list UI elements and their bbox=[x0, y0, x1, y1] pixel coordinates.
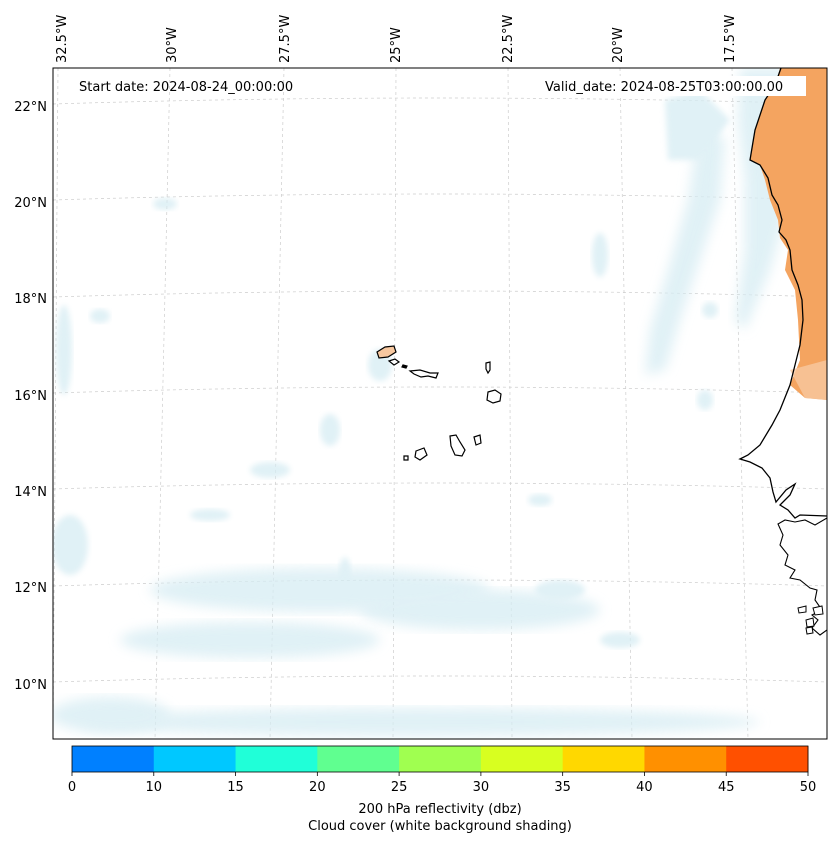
cloud-patch bbox=[250, 462, 290, 478]
island-santiago bbox=[449, 434, 466, 457]
colorbar-title-line1: 200 hPa reflectivity (dbz) bbox=[358, 802, 521, 817]
colorbar-segment bbox=[317, 746, 400, 772]
cloud-band-bottom bbox=[80, 708, 760, 736]
lon-label: 30°W bbox=[165, 27, 180, 63]
colorbar-tick-label: 0 bbox=[68, 780, 76, 795]
lon-label: 17.5°W bbox=[723, 15, 738, 63]
west-africa-coastline bbox=[738, 68, 827, 519]
cloud-patch bbox=[592, 233, 608, 277]
cloud-patch bbox=[53, 515, 88, 575]
cloud-patch bbox=[535, 580, 585, 600]
valid-date-label: Valid_date: 2024-08-25T03:00:00.00 bbox=[545, 80, 783, 95]
cloud-band-bottom-left bbox=[53, 697, 170, 733]
lat-label: 20°N bbox=[14, 196, 47, 211]
colorbar-segment bbox=[726, 746, 809, 772]
meridian-line bbox=[154, 68, 171, 739]
island bbox=[805, 626, 814, 635]
colorbar: 0 10 15 20 25 30 35 40 45 50 200 hPa reflectivity… bbox=[68, 745, 816, 834]
lat-label: 18°N bbox=[14, 292, 47, 307]
cloud-streak-ne bbox=[665, 90, 730, 160]
lat-label: 22°N bbox=[14, 100, 47, 115]
meridian-line bbox=[731, 68, 749, 739]
cloud-patch bbox=[153, 198, 177, 210]
colorbar-tick-label: 25 bbox=[391, 780, 408, 795]
colorbar-frame bbox=[71, 745, 809, 773]
map-frame bbox=[52, 67, 828, 740]
lon-label: 22.5°W bbox=[501, 15, 516, 63]
parallel-line bbox=[53, 675, 827, 683]
cloud-patch bbox=[190, 509, 230, 521]
lon-label: 27.5°W bbox=[278, 15, 293, 63]
island-santa-luzia bbox=[401, 364, 408, 369]
start-date-label: Start date: 2024-08-24_00:00:00 bbox=[79, 80, 293, 95]
lat-label: 16°N bbox=[14, 389, 47, 404]
cloud-patch bbox=[528, 494, 552, 506]
colorbar-segment bbox=[480, 746, 564, 772]
lon-label: 20°W bbox=[611, 27, 626, 63]
cloud-patch bbox=[56, 305, 72, 395]
meridian-line bbox=[53, 68, 59, 739]
colorbar-segment bbox=[562, 746, 645, 772]
cloud-patch bbox=[339, 557, 351, 593]
colorbar-title-line2: Cloud cover (white background shading) bbox=[308, 819, 572, 834]
lat-label: 10°N bbox=[14, 678, 47, 693]
colorbar-tick-label: 20 bbox=[309, 780, 326, 795]
parallel-line bbox=[53, 97, 827, 105]
longitude-labels: 32.5°W 30°W 27.5°W 25°W 22.5°W 20°W 17.5… bbox=[55, 15, 738, 63]
cloud-patch bbox=[697, 390, 713, 410]
island-brava bbox=[403, 455, 409, 461]
colorbar-segment bbox=[644, 746, 727, 772]
island-sao-nicolau bbox=[408, 369, 439, 379]
island-santo-antao bbox=[376, 345, 397, 359]
parallel-line bbox=[53, 193, 827, 201]
lon-label: 25°W bbox=[389, 27, 404, 63]
bissagos-islands bbox=[797, 605, 824, 635]
parallel-line bbox=[53, 386, 827, 394]
island-boa-vista bbox=[486, 389, 502, 404]
colorbar-tick-label: 40 bbox=[636, 780, 653, 795]
island bbox=[812, 605, 824, 616]
cloud-cover-shading bbox=[53, 68, 805, 736]
island-sal bbox=[485, 361, 491, 375]
colorbar-segment bbox=[235, 746, 318, 772]
cloud-band-south-2 bbox=[360, 590, 600, 630]
land-shading-west-africa bbox=[750, 68, 827, 400]
colorbar-tick-label: 35 bbox=[554, 780, 571, 795]
parallel-line bbox=[53, 290, 827, 298]
meridian-line bbox=[619, 68, 633, 739]
reflectivity-patch bbox=[790, 360, 827, 400]
island-sao-vicente bbox=[387, 358, 401, 366]
colorbar-tick-label: 30 bbox=[473, 780, 490, 795]
cloud-patch bbox=[90, 309, 110, 323]
lat-label: 14°N bbox=[14, 485, 47, 500]
colorbar-segment bbox=[153, 746, 237, 772]
cloud-patch bbox=[600, 632, 640, 648]
colorbar-tick-label: 50 bbox=[800, 780, 817, 795]
lat-label: 12°N bbox=[14, 581, 47, 596]
cloud-patch bbox=[702, 302, 718, 318]
latitude-labels: 22°N 20°N 18°N 16°N 14°N 12°N 10°N bbox=[14, 100, 47, 693]
cloud-band-south-3 bbox=[120, 622, 380, 658]
colorbar-tick-label: 10 bbox=[146, 780, 163, 795]
island-maio bbox=[473, 434, 482, 446]
colorbar-ticks: 0 10 15 20 25 30 35 40 45 50 bbox=[68, 772, 816, 795]
cloud-patch bbox=[320, 414, 340, 446]
island bbox=[797, 605, 807, 614]
guinea-bissau-coastline bbox=[777, 517, 827, 636]
colorbar-segment bbox=[399, 746, 482, 772]
colorbar-segment bbox=[72, 746, 155, 772]
island-fogo bbox=[414, 447, 428, 461]
island bbox=[805, 617, 815, 628]
colorbar-segments bbox=[72, 746, 809, 772]
cloud-band-diagonal bbox=[645, 120, 725, 375]
parallel-line bbox=[53, 482, 827, 490]
lon-label: 32.5°W bbox=[55, 15, 70, 63]
cape-verde-islands bbox=[376, 345, 502, 461]
colorbar-tick-label: 15 bbox=[227, 780, 244, 795]
colorbar-tick-label: 45 bbox=[718, 780, 735, 795]
valid-date-box bbox=[539, 76, 806, 96]
meridian-line bbox=[392, 68, 397, 739]
